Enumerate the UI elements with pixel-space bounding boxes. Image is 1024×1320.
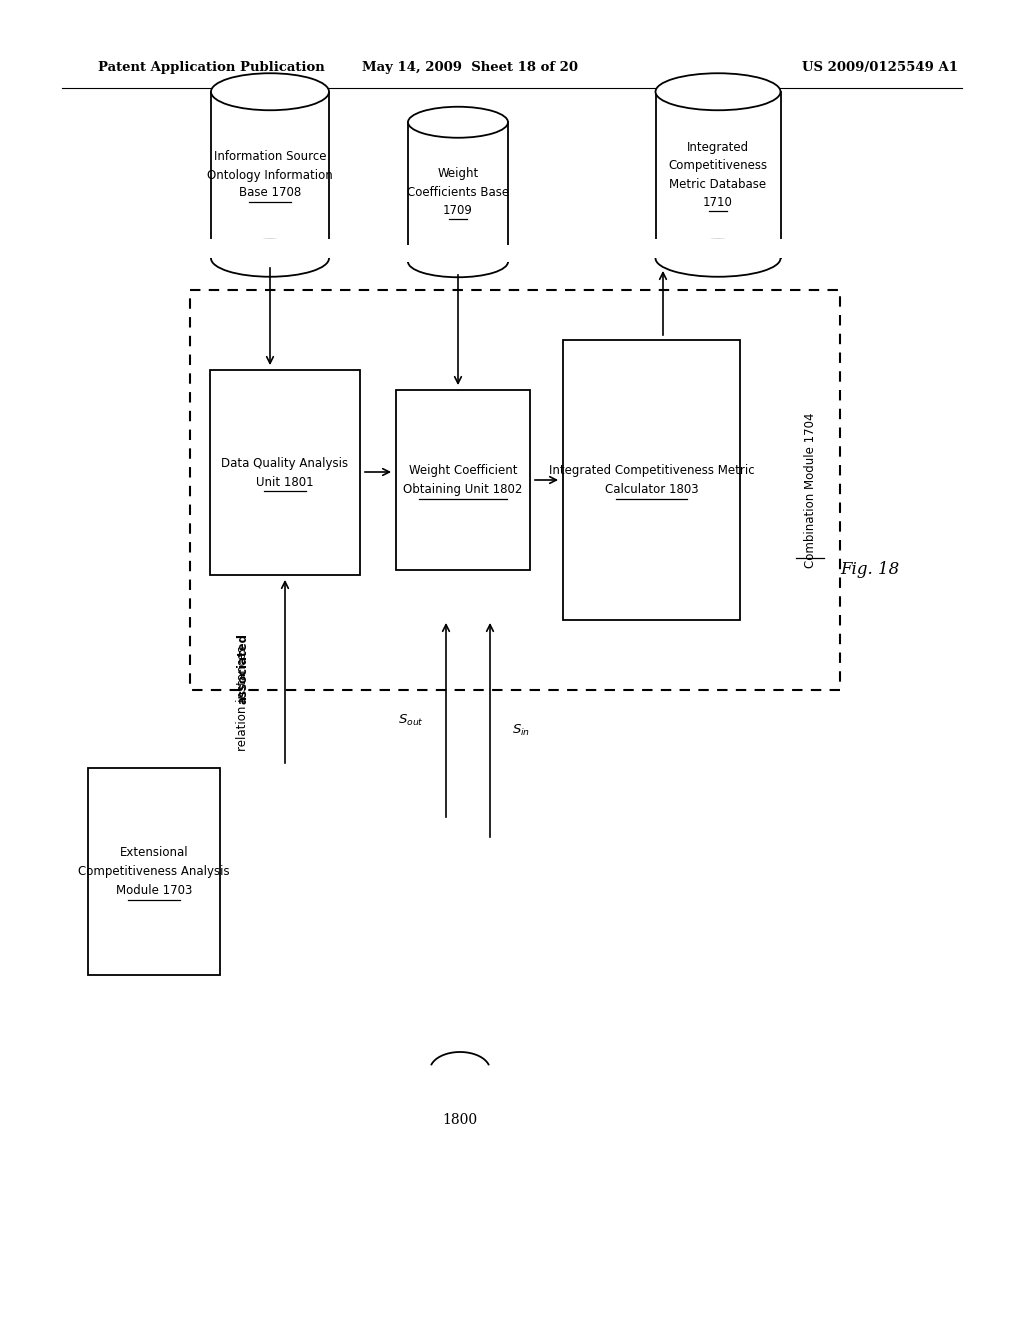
Text: associated: associated	[237, 632, 250, 704]
Text: Obtaining Unit 1802: Obtaining Unit 1802	[403, 483, 522, 496]
Text: Data Quality Analysis: Data Quality Analysis	[221, 457, 348, 470]
Ellipse shape	[655, 240, 780, 277]
Polygon shape	[563, 341, 740, 620]
Polygon shape	[653, 239, 782, 259]
Text: Combination Module 1704: Combination Module 1704	[804, 412, 816, 568]
Ellipse shape	[408, 107, 508, 137]
Text: May 14, 2009  Sheet 18 of 20: May 14, 2009 Sheet 18 of 20	[362, 62, 578, 74]
Text: 1710: 1710	[703, 195, 733, 209]
Text: Metric Database: Metric Database	[670, 177, 767, 190]
Polygon shape	[406, 246, 510, 261]
Ellipse shape	[211, 240, 329, 277]
Text: US 2009/0125549 A1: US 2009/0125549 A1	[802, 62, 958, 74]
Text: 1709: 1709	[443, 203, 473, 216]
Polygon shape	[88, 768, 220, 975]
Text: $S_{out}$: $S_{out}$	[398, 713, 424, 727]
Text: Fig. 18: Fig. 18	[841, 561, 900, 578]
Text: Integrated: Integrated	[687, 141, 750, 154]
Polygon shape	[655, 92, 780, 259]
Text: Base 1708: Base 1708	[239, 186, 301, 199]
Text: Ontology Information: Ontology Information	[207, 169, 333, 181]
Text: Patent Application Publication: Patent Application Publication	[98, 62, 325, 74]
Polygon shape	[210, 370, 360, 576]
Text: Module 1703: Module 1703	[116, 884, 193, 898]
Text: Weight Coefficient: Weight Coefficient	[409, 465, 517, 477]
Text: Competitiveness Analysis: Competitiveness Analysis	[78, 865, 229, 878]
Text: 1800: 1800	[442, 1113, 477, 1127]
Text: Weight: Weight	[437, 168, 478, 181]
Ellipse shape	[655, 73, 780, 111]
Polygon shape	[408, 123, 508, 261]
Text: Coefficients Base: Coefficients Base	[407, 186, 509, 198]
Text: Unit 1801: Unit 1801	[256, 475, 313, 488]
Ellipse shape	[408, 247, 508, 277]
Text: Extensional: Extensional	[120, 846, 188, 859]
Text: $S_{in}$: $S_{in}$	[512, 722, 530, 738]
Ellipse shape	[211, 73, 329, 111]
Text: Competitiveness: Competitiveness	[669, 160, 768, 173]
Text: Calculator 1803: Calculator 1803	[605, 483, 698, 496]
Polygon shape	[209, 239, 331, 259]
Polygon shape	[396, 389, 530, 570]
Polygon shape	[211, 92, 329, 259]
Text: relation instances: relation instances	[237, 645, 250, 751]
Text: Integrated Competitiveness Metric: Integrated Competitiveness Metric	[549, 465, 755, 477]
Text: Information Source: Information Source	[214, 150, 327, 164]
